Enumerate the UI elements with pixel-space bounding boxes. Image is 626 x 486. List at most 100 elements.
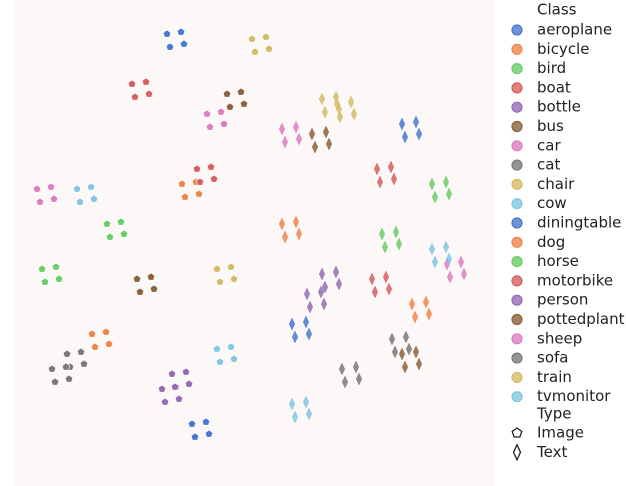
legend-swatch — [511, 236, 523, 248]
image-point — [179, 39, 189, 48]
image-point — [105, 232, 115, 241]
text-point — [311, 140, 319, 154]
text-point — [332, 265, 340, 279]
image-point — [89, 194, 99, 203]
legend-label: aeroplane — [537, 21, 612, 39]
legend-swatch — [511, 178, 523, 190]
image-point — [144, 89, 154, 98]
text-point — [398, 117, 406, 131]
legend-label: pottedplant — [537, 310, 625, 328]
text-point — [332, 90, 340, 104]
legend-label: bus — [537, 117, 564, 135]
image-point — [86, 182, 96, 191]
image-point — [132, 274, 142, 283]
text-point — [306, 300, 314, 314]
text-point — [318, 267, 326, 281]
image-point — [174, 394, 184, 403]
image-point — [62, 349, 72, 358]
legend-swatch — [511, 43, 523, 55]
legend-swatch — [511, 101, 523, 113]
legend-swatch — [511, 256, 523, 268]
image-point — [201, 417, 211, 426]
image-point — [165, 42, 175, 51]
text-point — [381, 240, 389, 254]
text-point — [425, 307, 433, 321]
image-point — [261, 32, 271, 41]
image-point — [190, 432, 200, 441]
text-point — [288, 397, 296, 411]
text-point — [292, 215, 300, 229]
text-point — [415, 127, 423, 141]
image-point — [116, 217, 126, 226]
image-point — [216, 107, 226, 116]
text-point — [291, 330, 299, 344]
text-point — [457, 255, 465, 269]
image-point — [206, 162, 216, 171]
image-point — [149, 284, 159, 293]
image-point — [204, 429, 214, 438]
image-point — [47, 364, 57, 373]
text-point — [422, 295, 430, 309]
legend-swatch — [511, 120, 523, 133]
legend-swatch — [511, 62, 523, 75]
image-point — [215, 277, 225, 286]
text-point — [308, 127, 316, 141]
text-point — [318, 92, 326, 106]
legend-label: car — [537, 136, 561, 154]
text-point — [347, 95, 355, 109]
text-point — [428, 242, 436, 256]
image-point — [75, 197, 85, 206]
legend-label: person — [537, 291, 588, 309]
legend-label: sheep — [537, 329, 582, 347]
image-point — [141, 77, 151, 86]
image-point — [170, 382, 180, 391]
text-point — [402, 330, 410, 344]
image-point — [236, 87, 246, 96]
legend-swatch — [511, 352, 523, 364]
image-point — [51, 262, 61, 271]
image-point — [72, 184, 82, 193]
text-point — [445, 252, 453, 266]
legend-label: tvmonitor — [537, 387, 611, 405]
legend-label: motorbike — [537, 271, 613, 289]
text-point — [412, 115, 420, 129]
text-point — [385, 282, 393, 296]
text-point — [278, 122, 286, 136]
legend-marker — [511, 427, 523, 438]
text-point — [373, 162, 381, 176]
plot-area — [15, 0, 495, 486]
image-point — [119, 229, 129, 238]
image-point — [54, 274, 64, 283]
image-point — [226, 342, 236, 351]
image-point — [35, 197, 45, 206]
image-point — [37, 264, 47, 273]
legend-title: Type — [536, 405, 571, 423]
text-point — [295, 227, 303, 241]
text-point — [341, 375, 349, 389]
image-point — [239, 99, 249, 108]
image-point — [102, 219, 112, 228]
image-point — [61, 362, 71, 371]
image-point — [87, 329, 97, 338]
text-point — [431, 255, 439, 269]
image-point — [160, 397, 170, 406]
legend-swatch — [511, 159, 523, 171]
text-point — [321, 280, 329, 294]
image-point — [176, 27, 186, 36]
image-point — [90, 342, 100, 351]
text-point — [355, 372, 363, 386]
text-point — [291, 410, 299, 424]
text-point — [378, 227, 386, 241]
text-point — [295, 132, 303, 146]
legend-label: dog — [537, 233, 565, 251]
legend-swatch — [511, 275, 523, 287]
image-point — [264, 44, 274, 53]
text-point — [405, 342, 413, 356]
legend-label: cow — [537, 194, 567, 212]
text-point — [401, 360, 409, 374]
text-point — [392, 225, 400, 239]
text-point — [442, 240, 450, 254]
legend-label: sofa — [537, 349, 568, 367]
image-point — [250, 47, 260, 56]
